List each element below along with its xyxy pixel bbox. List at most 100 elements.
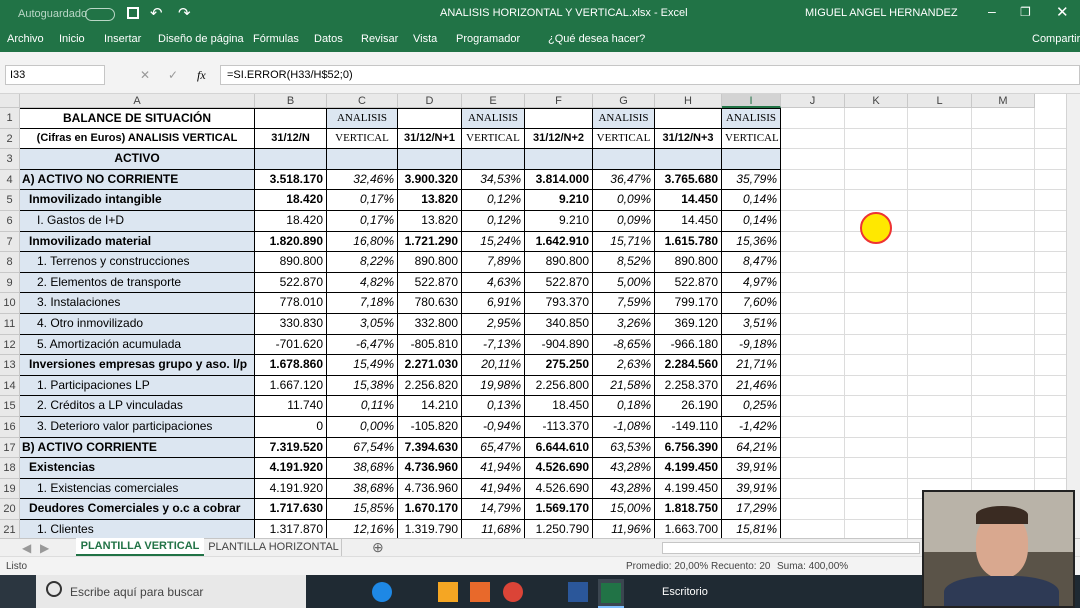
undo-icon[interactable]: ↶ [150, 5, 163, 22]
cell[interactable]: -904.890 [525, 334, 593, 356]
cell[interactable]: 13.820 [398, 190, 462, 211]
cell[interactable]: 778.010 [255, 293, 327, 314]
horizontal-scrollbar[interactable] [662, 542, 920, 554]
row-header[interactable]: 21 [0, 520, 20, 538]
cell[interactable]: 18.450 [525, 396, 593, 417]
cell[interactable]: 1.717.630 [255, 499, 327, 520]
cell[interactable]: 522.870 [255, 272, 327, 294]
cell[interactable]: -6,47% [327, 334, 398, 356]
cell[interactable]: 0,00% [327, 417, 398, 438]
cell[interactable]: 3.900.320 [398, 169, 462, 191]
row-header[interactable]: 1 [0, 108, 20, 129]
cell[interactable]: 11.740 [255, 396, 327, 417]
row-header[interactable]: 8 [0, 252, 20, 273]
cell[interactable]: 9.210 [525, 190, 593, 211]
cell[interactable]: 1.319.790 [398, 520, 462, 538]
cell[interactable]: Deudores Comerciales y o.c a cobrar [20, 499, 255, 520]
ribbon-tab[interactable]: Vista [413, 33, 438, 45]
cell[interactable]: 6.644.610 [525, 437, 593, 459]
cell[interactable]: 8,22% [327, 252, 398, 273]
cell[interactable]: 0,11% [327, 396, 398, 417]
row-header[interactable]: 17 [0, 437, 20, 459]
cell[interactable]: 15,38% [327, 375, 398, 397]
cell[interactable]: 15,71% [593, 231, 655, 253]
cell[interactable]: 31/12/N [255, 128, 327, 150]
row-header[interactable]: 2 [0, 128, 20, 150]
cell[interactable]: 0,12% [462, 190, 525, 211]
column-header[interactable]: M [972, 94, 1035, 108]
cell[interactable]: 1.678.860 [255, 355, 327, 376]
cell[interactable]: 369.120 [655, 314, 722, 335]
cell[interactable]: 1.667.120 [255, 375, 327, 397]
excel-icon[interactable] [598, 579, 624, 608]
cell[interactable]: 7,60% [722, 293, 781, 314]
taskbar-search[interactable]: Escribe aquí para buscar [36, 575, 306, 608]
row-header[interactable]: 5 [0, 190, 20, 211]
cell[interactable]: 0,14% [722, 190, 781, 211]
cell[interactable]: 793.370 [525, 293, 593, 314]
formula-input[interactable]: =SI.ERROR(H33/H$52;0) [220, 65, 1080, 85]
cell[interactable]: -9,18% [722, 334, 781, 356]
cell[interactable]: 2. Elementos de transporte [20, 272, 255, 294]
cell[interactable]: -113.370 [525, 417, 593, 438]
cell[interactable]: 4.199.450 [655, 478, 722, 500]
cell[interactable]: 4.736.960 [398, 458, 462, 479]
cell[interactable]: 38,68% [327, 478, 398, 500]
cell[interactable]: 15,00% [593, 499, 655, 520]
ribbon-tab[interactable]: Diseño de página [158, 33, 244, 45]
cell[interactable]: 4.736.960 [398, 478, 462, 500]
app-icon[interactable] [470, 582, 490, 602]
column-header[interactable]: A [20, 94, 255, 108]
share-button[interactable]: Compartir [1032, 33, 1080, 45]
cell[interactable]: 3.518.170 [255, 169, 327, 191]
cell[interactable]: I. Gastos de I+D [20, 211, 255, 232]
redo-icon[interactable]: ↷ [178, 5, 191, 22]
column-header[interactable]: L [908, 94, 972, 108]
cell[interactable]: 4.526.690 [525, 458, 593, 479]
sheet-tab-active[interactable]: PLANTILLA VERTICAL [76, 538, 204, 556]
cell[interactable]: 1.721.290 [398, 231, 462, 253]
cell[interactable]: 6.756.390 [655, 437, 722, 459]
cell[interactable]: 890.800 [525, 252, 593, 273]
cell[interactable]: 2,63% [593, 355, 655, 376]
cell[interactable]: 7.319.520 [255, 437, 327, 459]
cell[interactable]: 19,98% [462, 375, 525, 397]
ribbon-tab[interactable]: Fórmulas [253, 33, 299, 45]
cell[interactable]: 890.800 [255, 252, 327, 273]
column-header[interactable]: E [462, 94, 525, 108]
row-header[interactable]: 16 [0, 417, 20, 438]
app-icon[interactable] [438, 582, 458, 602]
close[interactable]: ✕ [1056, 4, 1069, 21]
cell[interactable]: A) ACTIVO NO CORRIENTE [20, 169, 255, 191]
cell[interactable]: VERTICAL [593, 128, 655, 150]
cell[interactable]: 2,95% [462, 314, 525, 335]
cell[interactable]: 1.818.750 [655, 499, 722, 520]
cell[interactable] [525, 149, 593, 170]
cell[interactable]: 64,21% [722, 437, 781, 459]
edge-icon[interactable] [372, 582, 392, 602]
cell[interactable]: 3. Deterioro valor participaciones [20, 417, 255, 438]
save-icon[interactable] [127, 7, 139, 19]
cell[interactable]: -1,08% [593, 417, 655, 438]
ribbon-tab[interactable]: Programador [456, 33, 521, 45]
cell[interactable]: 34,53% [462, 169, 525, 191]
cell[interactable]: -805.810 [398, 334, 462, 356]
ribbon-tab[interactable]: Inicio [59, 33, 85, 45]
cell[interactable] [398, 108, 462, 129]
cell[interactable]: ANALISIS [462, 108, 525, 129]
cell[interactable]: 2.258.370 [655, 375, 722, 397]
cell[interactable]: 41,94% [462, 478, 525, 500]
cell[interactable]: 1.317.870 [255, 520, 327, 538]
cell[interactable]: 0,25% [722, 396, 781, 417]
cell[interactable]: 1. Terrenos y construcciones [20, 252, 255, 273]
ribbon-tab[interactable]: Archivo [7, 33, 44, 45]
cell[interactable]: 5,00% [593, 272, 655, 294]
row-header[interactable]: 14 [0, 375, 20, 397]
tab-next[interactable]: ▶ [40, 541, 50, 555]
cell[interactable]: 332.800 [398, 314, 462, 335]
cell[interactable] [722, 149, 781, 170]
cell[interactable]: 799.170 [655, 293, 722, 314]
cell[interactable]: 890.800 [398, 252, 462, 273]
cell[interactable]: 31/12/N+2 [525, 128, 593, 150]
cell[interactable]: 21,58% [593, 375, 655, 397]
